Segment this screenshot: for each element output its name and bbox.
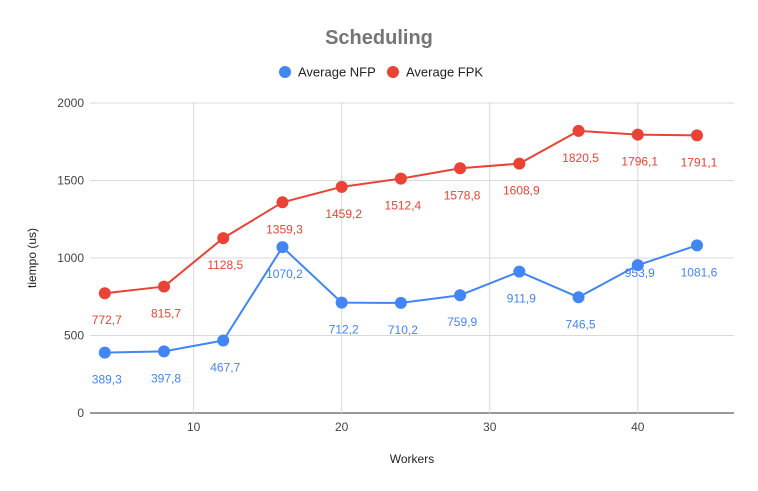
data-label-average-fpk: 772,7	[92, 313, 122, 327]
data-label-average-nfp: 1070,2	[266, 267, 303, 281]
y-axis-title: tiempo (us)	[25, 228, 39, 288]
data-point-average-nfp	[394, 296, 407, 309]
grid	[90, 102, 734, 414]
data-label-average-fpk: 1608,9	[503, 184, 540, 198]
data-point-average-nfp	[335, 296, 348, 309]
data-point-average-nfp	[98, 346, 111, 359]
data-label-average-fpk: 1459,2	[325, 207, 362, 221]
legend-label-fpk: Average FPK	[406, 65, 483, 80]
data-point-average-nfp	[631, 259, 644, 272]
data-label-average-nfp: 746,5	[566, 317, 596, 331]
data-label-average-fpk: 815,7	[151, 307, 181, 321]
legend-marker-nfp	[279, 66, 291, 78]
legend-label-nfp: Average NFP	[298, 65, 376, 80]
y-axis-ticks: 0 500 1000 1500 2000	[57, 96, 84, 420]
x-axis-title: Workers	[390, 452, 434, 466]
x-tick-label: 40	[631, 420, 645, 434]
data-label-average-fpk: 1796,1	[621, 155, 658, 169]
data-label-average-nfp: 1081,6	[681, 265, 718, 279]
data-label-average-fpk: 1578,8	[444, 188, 481, 202]
legend: Average NFP Average FPK	[279, 65, 483, 80]
series-layer	[98, 124, 703, 359]
x-tick-label: 10	[187, 420, 201, 434]
data-point-average-fpk	[454, 162, 467, 175]
y-tick-label: 1500	[57, 174, 84, 188]
data-point-average-nfp	[454, 289, 467, 302]
data-point-average-nfp	[276, 241, 289, 254]
data-point-average-nfp	[572, 291, 585, 304]
data-label-average-nfp: 467,7	[210, 361, 240, 375]
data-point-average-nfp	[217, 334, 230, 347]
data-label-average-nfp: 712,2	[329, 323, 359, 337]
data-label-average-fpk: 1359,3	[266, 222, 303, 236]
data-point-average-nfp	[690, 239, 703, 252]
data-point-average-nfp	[158, 345, 171, 358]
data-label-average-nfp: 953,9	[625, 266, 655, 280]
data-point-average-fpk	[690, 129, 703, 142]
chart-title: Scheduling	[325, 27, 433, 49]
data-label-average-nfp: 911,9	[507, 292, 536, 306]
data-point-average-nfp	[513, 265, 526, 278]
data-label-average-nfp: 710,2	[388, 323, 418, 337]
data-point-average-fpk	[335, 180, 348, 193]
y-tick-label: 500	[64, 329, 84, 343]
data-label-average-fpk: 1820,5	[562, 151, 599, 165]
data-point-average-fpk	[572, 124, 585, 137]
data-point-average-fpk	[217, 232, 230, 245]
x-axis-ticks: 10 20 30 40	[187, 420, 645, 434]
data-label-average-nfp: 389,3	[92, 373, 122, 387]
x-tick-label: 30	[483, 420, 497, 434]
y-tick-label: 0	[77, 406, 84, 420]
data-label-average-nfp: 397,8	[151, 371, 181, 385]
legend-marker-fpk	[387, 66, 399, 78]
y-tick-label: 1000	[57, 251, 84, 265]
data-point-average-fpk	[631, 128, 644, 141]
y-tick-label: 2000	[57, 96, 84, 110]
data-point-average-fpk	[276, 196, 289, 209]
data-label-average-fpk: 1791,1	[681, 155, 718, 169]
data-point-average-fpk	[394, 172, 407, 185]
data-labels-layer: 389,3 397,8 467,7 1070,2 712,2 710,2 759,9 911,…	[92, 151, 718, 387]
x-tick-label: 20	[335, 420, 349, 434]
data-label-average-nfp: 759,9	[447, 315, 477, 329]
data-label-average-fpk: 1512,4	[385, 199, 422, 213]
data-label-average-fpk: 1128,5	[207, 258, 243, 272]
data-point-average-fpk	[513, 157, 526, 170]
data-point-average-fpk	[98, 287, 111, 300]
data-point-average-fpk	[158, 280, 171, 293]
